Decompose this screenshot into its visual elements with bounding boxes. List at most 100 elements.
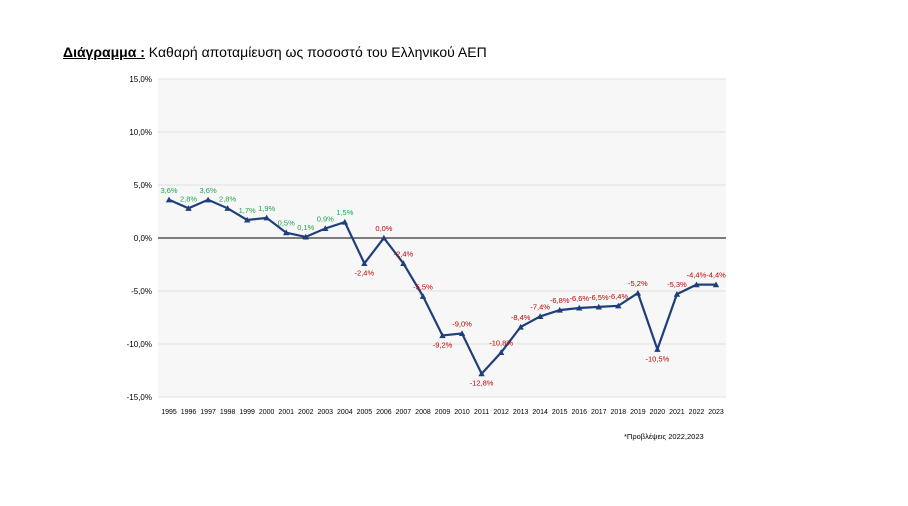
- data-label: -9,2%: [433, 341, 453, 350]
- y-tick-label: 15,0%: [129, 75, 152, 84]
- data-label: -6,5%: [589, 293, 609, 302]
- data-point: [712, 281, 720, 288]
- data-label: -4,4%: [687, 271, 707, 280]
- data-label: -5,2%: [628, 279, 648, 288]
- data-point: [458, 330, 466, 336]
- y-axis-tick-labels: 15,0% 10,0% 5,0% 0,0% -5,0% -10,0% -15,0%: [127, 75, 152, 402]
- chart-title: Διάγραμμα : Καθαρή αποταμίευση ως ποσοστ…: [63, 44, 487, 60]
- data-label: -12,8%: [470, 379, 494, 388]
- data-point: [204, 196, 212, 203]
- x-tick-label: 2021: [669, 409, 685, 416]
- data-label: 3,6%: [160, 186, 177, 195]
- y-tick-label: -5,0%: [131, 287, 152, 296]
- data-label: -2,4%: [394, 249, 414, 258]
- data-label: -10,8%: [489, 338, 513, 347]
- data-point: [361, 260, 368, 266]
- data-label: -5,5%: [413, 282, 433, 291]
- data-point: [185, 205, 192, 211]
- data-point: [654, 346, 661, 352]
- data-point: [400, 260, 407, 266]
- x-tick-label: 2012: [493, 409, 509, 416]
- x-tick-label: 1995: [161, 409, 177, 416]
- x-tick-label: 2017: [591, 409, 607, 416]
- x-tick-label: 2004: [337, 409, 353, 416]
- x-tick-label: 2023: [708, 409, 724, 416]
- data-markers: [165, 196, 720, 377]
- data-label: -6,6%: [569, 294, 589, 303]
- data-label: 0,5%: [278, 219, 295, 228]
- data-point: [419, 293, 427, 299]
- data-point: [341, 218, 349, 225]
- x-tick-label: 2003: [317, 409, 333, 416]
- x-tick-label: 1999: [239, 409, 255, 416]
- x-tick-label: 2018: [611, 409, 627, 416]
- data-point: [165, 196, 173, 203]
- x-tick-label: 2011: [474, 409, 489, 416]
- data-point: [243, 216, 251, 223]
- x-tick-label: 2014: [532, 409, 548, 416]
- data-label: 1,5%: [336, 208, 353, 217]
- x-tick-label: 2001: [278, 409, 294, 416]
- data-label: -5,3%: [667, 280, 687, 289]
- data-point: [634, 289, 642, 296]
- forecast-footnote: *Προβλέψεις 2022,2023: [624, 432, 704, 441]
- x-tick-label: 2008: [415, 409, 431, 416]
- x-tick-label: 1996: [181, 409, 197, 416]
- y-tick-label: 5,0%: [134, 181, 152, 190]
- data-label: 1,7%: [239, 206, 256, 215]
- chart-title-lead: Διάγραμμα :: [63, 44, 145, 60]
- data-label: -6,4%: [609, 292, 629, 301]
- x-tick-label: 2022: [689, 409, 705, 416]
- x-tick-label: 2009: [435, 409, 451, 416]
- data-label: -7,4%: [530, 302, 550, 311]
- data-point: [673, 290, 681, 297]
- data-label: 0,1%: [297, 223, 314, 232]
- data-labels: 3,6%2,8%3,6%2,8%1,7% 1,9%0,5% 0,1%0,9%1,5%…: [160, 186, 726, 388]
- data-label: -4,4%: [706, 271, 726, 280]
- y-tick-label: 10,0%: [129, 128, 152, 137]
- x-tick-label: 2019: [630, 409, 646, 416]
- data-label: 0,0%: [375, 224, 392, 233]
- data-point: [497, 349, 505, 356]
- data-label: -8,4%: [511, 313, 531, 322]
- data-point: [556, 306, 563, 313]
- data-point: [322, 225, 329, 232]
- data-point: [302, 233, 309, 240]
- x-tick-label: 2013: [513, 409, 529, 416]
- data-point: [576, 304, 583, 311]
- x-tick-label: 2010: [454, 409, 470, 416]
- data-label: -9,0%: [452, 319, 472, 328]
- data-label: -6,8%: [550, 296, 570, 305]
- y-tick-label: -10,0%: [127, 340, 152, 349]
- data-point: [439, 332, 446, 339]
- data-point: [224, 205, 231, 211]
- data-label: 3,6%: [200, 186, 217, 195]
- data-label: 0,9%: [317, 214, 334, 223]
- data-point: [536, 313, 544, 319]
- x-tick-label: 2007: [396, 409, 412, 416]
- data-point: [478, 370, 485, 377]
- x-tick-label: 2015: [552, 409, 568, 416]
- x-tick-label: 2005: [357, 409, 373, 416]
- data-point: [380, 234, 388, 241]
- y-tick-label: -15,0%: [127, 393, 152, 402]
- data-point: [517, 323, 524, 330]
- data-label: 1,9%: [258, 204, 275, 213]
- y-tick-label: 0,0%: [134, 234, 152, 243]
- x-tick-label: 1997: [200, 409, 216, 416]
- x-tick-label: 2000: [259, 409, 275, 416]
- data-label: 2,8%: [219, 194, 236, 203]
- x-tick-label: 2020: [650, 409, 666, 416]
- x-tick-label: 2006: [376, 409, 392, 416]
- data-label: -2,4%: [355, 268, 375, 277]
- data-point: [615, 302, 622, 309]
- gridlines: [158, 78, 726, 398]
- x-axis-tick-labels: 1995 1996 1997 1998 1999 2000 2001 2002 2003 2004…: [161, 409, 724, 416]
- chart-title-text: Καθαρή αποταμίευση ως ποσοστό του Ελληνι…: [148, 44, 487, 60]
- data-point: [263, 214, 270, 221]
- x-tick-label: 2016: [571, 409, 587, 416]
- x-tick-label: 2002: [298, 409, 314, 416]
- x-tick-label: 1998: [220, 409, 236, 416]
- data-label: -10,5%: [646, 354, 670, 363]
